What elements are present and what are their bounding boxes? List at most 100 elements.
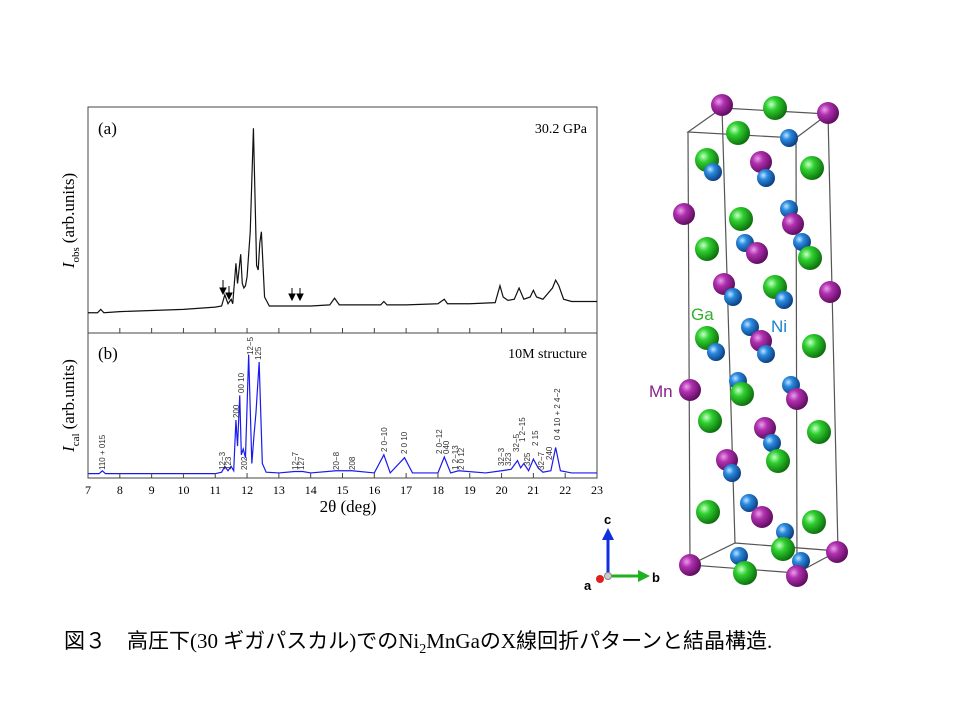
- axis-name: b: [652, 570, 660, 585]
- atom-mn: [750, 151, 772, 173]
- x-tick-label: 15: [337, 483, 349, 497]
- peak-label: 123: [224, 456, 233, 470]
- atom-ga: [696, 500, 720, 524]
- axis-name: a: [584, 578, 592, 593]
- atom-mn: [817, 102, 839, 124]
- data-line: [88, 354, 597, 475]
- x-tick-label: 18: [432, 483, 444, 497]
- x-tick-label: 23: [591, 483, 603, 497]
- peak-label: 2 0−12: [435, 429, 444, 454]
- atom-ni: [793, 233, 811, 251]
- atom-ni: [707, 343, 725, 361]
- atom-ga: [730, 382, 754, 406]
- atom-mn: [786, 388, 808, 410]
- x-tick-label: 22: [559, 483, 571, 497]
- x-tick-label: 10: [177, 483, 189, 497]
- atom-label: Ga: [691, 305, 714, 324]
- axis-triad: [596, 528, 650, 583]
- atom-mn: [673, 203, 695, 225]
- atom-ga: [771, 537, 795, 561]
- peak-label: 200: [232, 404, 241, 418]
- atom-ga: [733, 561, 757, 585]
- atom-ni: [724, 288, 742, 306]
- panel-annotation: 10M structure: [508, 347, 587, 362]
- peak-label: 208: [348, 456, 357, 470]
- atom-mn: [786, 565, 808, 587]
- atom-ni: [757, 169, 775, 187]
- y-label-unit: (arb.units): [59, 173, 78, 243]
- atom-ga: [726, 121, 750, 145]
- peak-label: 20−8: [332, 451, 341, 470]
- peak-label: 12−3: [218, 451, 227, 470]
- peak-label: 2 15: [531, 430, 540, 446]
- atom-ga: [763, 96, 787, 120]
- panel-annotation: 30.2 GPa: [535, 122, 588, 137]
- caption-prefix: 図３ 高圧下(30 ギガパスカル)での: [64, 629, 398, 653]
- atom-ni: [740, 494, 758, 512]
- peak-label: 202: [240, 456, 249, 470]
- atom-ga: [800, 156, 824, 180]
- peak-label: 125: [254, 346, 263, 360]
- caption: 図３ 高圧下(30 ギガパスカル)でのNi2MnGaのX線回折パターンと結晶構造…: [64, 629, 772, 657]
- peak-label: 12−7: [291, 451, 300, 470]
- atom-ga: [698, 409, 722, 433]
- atom-ni: [723, 464, 741, 482]
- peak-label: 110 + 015: [98, 434, 107, 470]
- peak-label: 1 2−15: [518, 417, 527, 442]
- atom-ni: [741, 318, 759, 336]
- y-label-main: I: [59, 445, 78, 453]
- peak-label: 32−5: [512, 433, 521, 452]
- atom-mn: [754, 417, 776, 439]
- caption-formula: MnGa: [426, 629, 480, 653]
- x-tick-label: 17: [400, 483, 412, 497]
- atom-mn: [746, 242, 768, 264]
- y-label-main: I: [59, 261, 78, 269]
- atom-mn: [711, 94, 733, 116]
- x-tick-label: 19: [464, 483, 476, 497]
- panel-label: (b): [98, 344, 118, 363]
- peak-label: 127: [297, 456, 306, 470]
- peak-label: 240: [545, 446, 554, 460]
- x-tick-label: 16: [368, 483, 380, 497]
- atom-ni: [780, 129, 798, 147]
- peak-label: 2 0−10: [380, 427, 389, 452]
- atom-ni: [775, 291, 793, 309]
- peak-label: 1 2−13: [451, 445, 460, 470]
- peak-label: 32−3: [497, 447, 506, 466]
- peak-label: 32−7: [537, 451, 546, 470]
- atom-ga: [729, 207, 753, 231]
- y-label-sub: cal: [70, 433, 82, 446]
- x-tick-label: 13: [273, 483, 285, 497]
- atom-mn: [679, 554, 701, 576]
- caption-formula: Ni: [398, 629, 419, 653]
- atom-label: Mn: [649, 382, 673, 401]
- peak-label: 0 4 10 + 2 4−2: [553, 388, 562, 440]
- atom-ga: [807, 420, 831, 444]
- caption-suffix: のX線回折パターンと結晶構造.: [480, 629, 772, 653]
- x-tick-label: 9: [149, 483, 155, 497]
- atom-ni: [730, 547, 748, 565]
- peak-label: 325: [523, 452, 532, 466]
- peak-label: 00 10: [237, 372, 246, 393]
- atom-ga: [798, 246, 822, 270]
- peak-label: 2 0 10: [400, 431, 409, 454]
- y-label-sub: obs: [70, 247, 82, 262]
- x-tick-label: 14: [305, 483, 317, 497]
- caption-formula-sub: 2: [419, 642, 426, 657]
- atom-mn: [751, 506, 773, 528]
- atom-mn: [679, 379, 701, 401]
- atom-ni: [757, 345, 775, 363]
- peak-label: 12−5: [246, 336, 255, 355]
- atom-mn: [819, 281, 841, 303]
- atom-ga: [802, 334, 826, 358]
- arrows: [219, 280, 304, 302]
- y-label-unit: (arb.units): [59, 359, 78, 429]
- x-tick-label: 11: [209, 483, 221, 497]
- x-tick-label: 7: [85, 483, 91, 497]
- data-line: [88, 128, 597, 314]
- x-tick-label: 12: [241, 483, 253, 497]
- atom-mn: [826, 541, 848, 563]
- atom-mn: [782, 213, 804, 235]
